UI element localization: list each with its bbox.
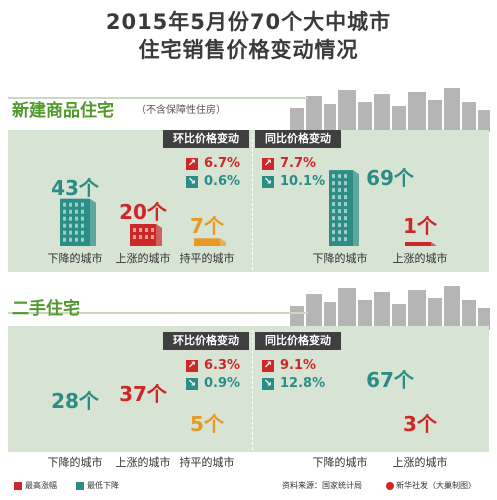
bar-0-1 (130, 224, 162, 246)
cat-mom-fall-1: 下降的城市 (47, 252, 103, 265)
yoy-max-rise-row-2: ↗ 9.1% (262, 358, 316, 374)
source-text: 资料来源：国家统计局 (282, 481, 362, 490)
arrow-down-icon: ↘ (186, 377, 198, 390)
section-note-new-homes: （不含保障性住房） (136, 105, 226, 116)
title-line1: 2015年5月份70个大中城市 (105, 10, 392, 34)
legend-fall-label: 最低下降 (87, 481, 119, 490)
panel-divider-2 (252, 330, 253, 450)
bar-1-1 (405, 242, 437, 246)
credit-label: 新华社发（大巢制图） (396, 481, 476, 490)
legend-rise: 最高涨幅 (14, 480, 57, 491)
count-yoy-rise-2: 3个 (403, 412, 437, 436)
mom-max-fall-2: 0.9% (204, 376, 241, 391)
title-line2: 住宅销售价格变动情况 (138, 38, 359, 62)
cat-yoy-rise-2: 上涨的城市 (392, 456, 448, 469)
count-yoy-rise-1: 1个 (403, 214, 437, 238)
count-yoy-fall-2: 67个 (366, 368, 414, 392)
mom-max-fall-row-2: ↘ 0.9% (186, 376, 240, 392)
arrow-down-icon: ↘ (262, 377, 274, 390)
cat-yoy-fall-1: 下降的城市 (312, 252, 368, 265)
section-label-new-homes: 新建商品住宅 (12, 101, 114, 121)
skyline-decoration-2 (290, 284, 490, 330)
cat-mom-flat-2: 持平的城市 (179, 456, 235, 469)
xinhua-logo-icon (386, 481, 394, 490)
mom-max-rise-1: 6.7% (204, 156, 241, 171)
cat-yoy-rise-1: 上涨的城市 (392, 252, 448, 265)
mom-max-fall-1: 0.6% (204, 174, 241, 189)
section-label-resale: 二手住宅 (12, 299, 80, 319)
legend-rise-label: 最高涨幅 (25, 481, 57, 490)
yoy-pill-2: 同比价格变动 (255, 332, 341, 350)
legend-fall-swatch (76, 481, 84, 490)
cat-mom-fall-2: 下降的城市 (47, 456, 103, 469)
yoy-max-rise-row-1: ↗ 7.7% (262, 156, 316, 172)
arrow-up-icon: ↗ (186, 359, 198, 372)
skyline-decoration-1 (290, 86, 490, 132)
legend-fall: 最低下降 (76, 480, 119, 491)
mom-max-rise-row-2: ↗ 6.3% (186, 358, 240, 374)
credit-text: 新华社发（大巢制图） (386, 480, 476, 491)
yoy-max-rise-2: 9.1% (280, 358, 317, 373)
cat-mom-rise-1: 上涨的城市 (115, 252, 171, 265)
bar-0-2 (194, 238, 226, 246)
count-yoy-fall-1: 69个 (366, 166, 414, 190)
cat-mom-rise-2: 上涨的城市 (115, 456, 171, 469)
mom-max-rise-2: 6.3% (204, 358, 241, 373)
arrow-down-icon: ↘ (262, 175, 274, 188)
legend-rise-swatch (14, 481, 22, 490)
count-mom-flat-2: 5个 (190, 412, 224, 436)
section-underline-1 (8, 97, 308, 99)
arrow-up-icon: ↗ (186, 157, 198, 170)
arrow-up-icon: ↗ (262, 359, 274, 372)
panel-divider-1 (252, 134, 253, 270)
yoy-max-fall-1: 10.1% (280, 174, 326, 189)
count-mom-fall-2: 28个 (51, 389, 99, 413)
section-underline-2 (8, 312, 308, 314)
count-mom-fall-1: 43个 (51, 176, 99, 200)
count-mom-rise-1: 20个 (119, 200, 167, 224)
yoy-pill-1: 同比价格变动 (255, 130, 341, 148)
mom-pill-2: 环比价格变动 (163, 332, 249, 350)
skyline-icon (290, 286, 490, 330)
yoy-max-fall-row-1: ↘ 10.1% (262, 174, 325, 190)
bar-0-0 (60, 198, 96, 246)
arrow-up-icon: ↗ (262, 157, 274, 170)
bar-1-0 (329, 170, 359, 246)
count-mom-rise-2: 37个 (119, 382, 167, 406)
mom-pill-1: 环比价格变动 (163, 130, 249, 148)
count-mom-flat-1: 7个 (190, 214, 224, 238)
yoy-max-rise-1: 7.7% (280, 156, 317, 171)
mom-max-fall-row-1: ↘ 0.6% (186, 174, 240, 190)
skyline-icon (290, 88, 490, 132)
yoy-max-fall-row-2: ↘ 12.8% (262, 376, 325, 392)
arrow-down-icon: ↘ (186, 175, 198, 188)
cat-mom-flat-1: 持平的城市 (179, 252, 235, 265)
mom-max-rise-row-1: ↗ 6.7% (186, 156, 240, 172)
cat-yoy-fall-2: 下降的城市 (312, 456, 368, 469)
yoy-max-fall-2: 12.8% (280, 376, 326, 391)
